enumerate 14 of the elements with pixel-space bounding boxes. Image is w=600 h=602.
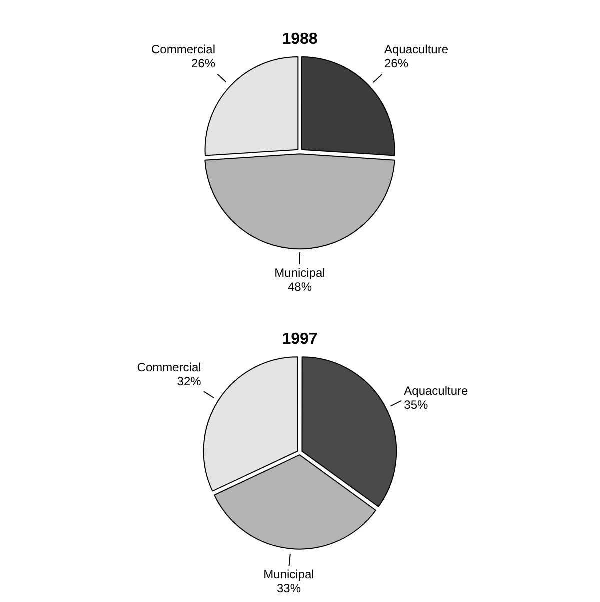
slice-label: Aquaculture (404, 384, 469, 398)
chart-title: 1997 (282, 331, 318, 348)
data-label: 26% (384, 56, 409, 71)
slice-label: Municipal (264, 567, 314, 582)
data-label: 33% (276, 581, 302, 596)
slice-label: Aquaculture (384, 42, 449, 57)
slice-label: Commercial (151, 42, 216, 57)
data-label: 48% (288, 280, 312, 294)
data-label: 32% (177, 374, 202, 388)
chart-title: 1988 (282, 31, 318, 48)
slice-label: Commercial (137, 360, 202, 374)
slice-label: Municipal (274, 266, 326, 280)
data-label: 35% (404, 398, 429, 412)
data-label: 26% (191, 56, 216, 71)
